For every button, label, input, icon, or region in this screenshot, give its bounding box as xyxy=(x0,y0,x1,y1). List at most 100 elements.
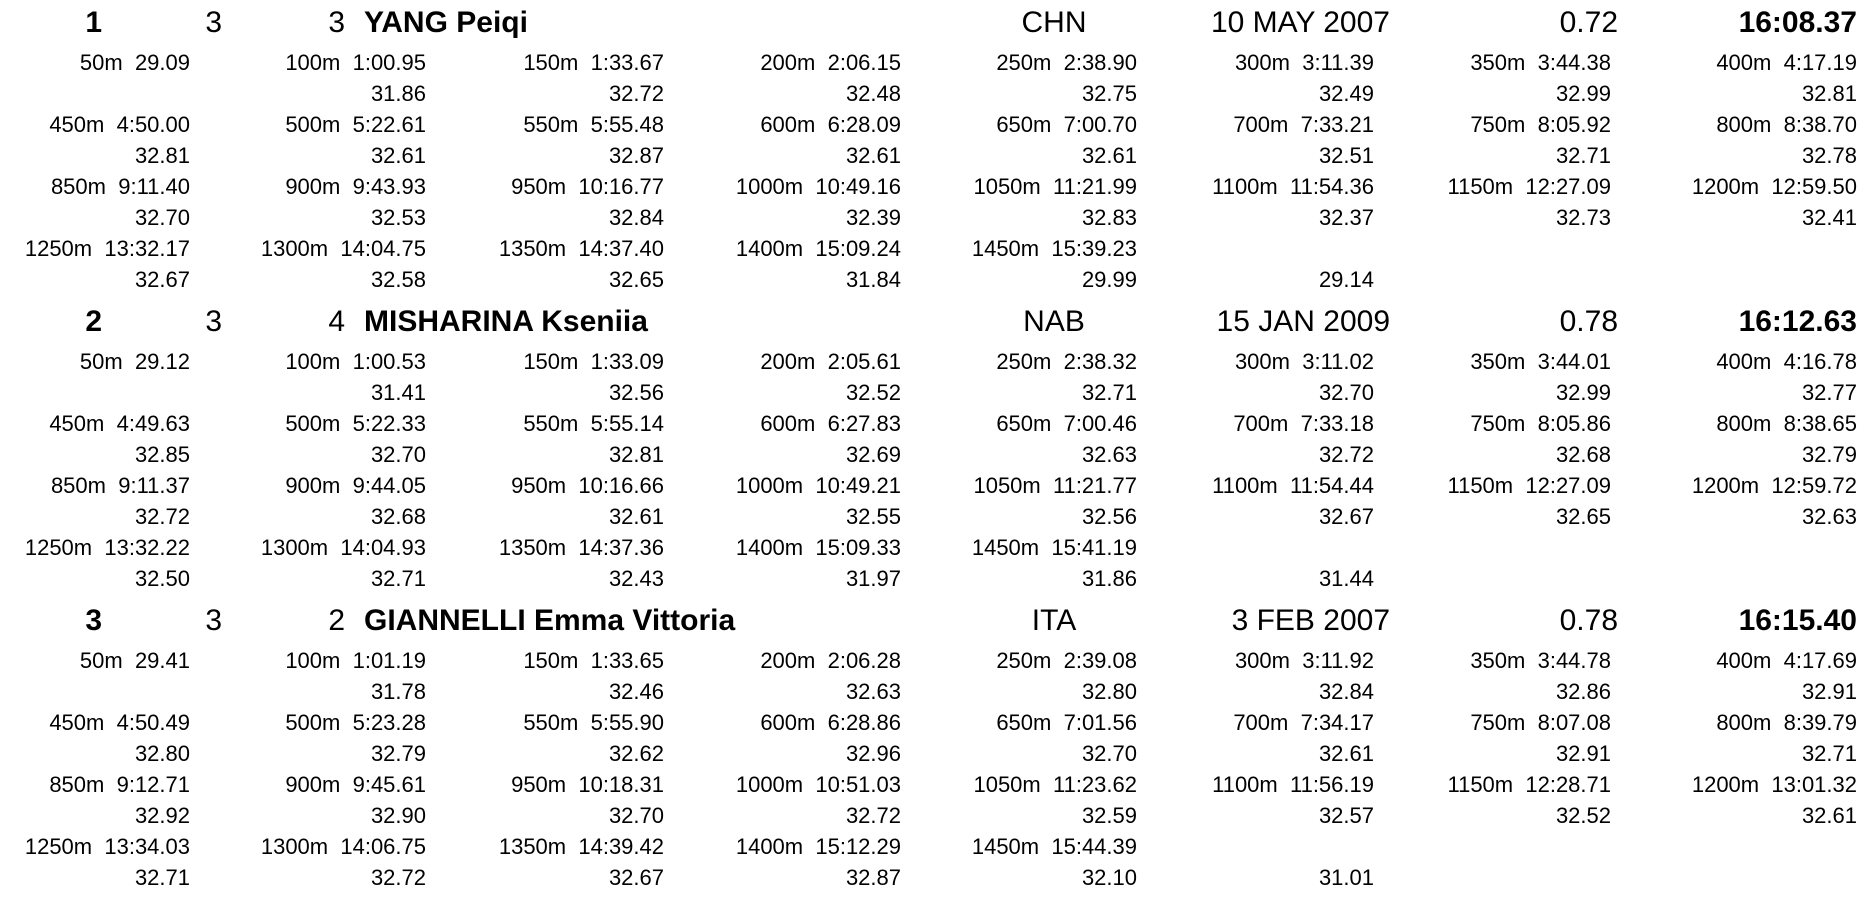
split-time: 2:39.08 xyxy=(1063,648,1137,673)
split-distance: 1450m xyxy=(971,535,1040,560)
split-cell: 700m 7:33.18 xyxy=(1233,408,1374,439)
split-time: 13:01.32 xyxy=(1771,772,1857,797)
split-distance: 750m xyxy=(1470,710,1526,735)
lap-time: 32.79 xyxy=(1801,442,1857,467)
split-time: 1:33.09 xyxy=(590,349,664,374)
reaction-time: 0.72 xyxy=(1559,6,1618,39)
lap-time: 32.87 xyxy=(608,143,664,168)
lap-time: 32.67 xyxy=(608,865,664,890)
lap-time: 29.14 xyxy=(1318,267,1374,292)
split-cell: 1350m 14:37.36 xyxy=(499,532,664,563)
split-distance: 300m xyxy=(1234,50,1290,75)
lap-row: 32.67 32.58 32.65 31.84 29.99 29.14 xyxy=(0,264,1874,295)
split-time: 9:45.61 xyxy=(352,772,426,797)
lap-time: 32.56 xyxy=(1081,504,1137,529)
split-time: 2:06.28 xyxy=(827,648,901,673)
split-distance: 950m xyxy=(511,174,567,199)
split-row: 1250m 13:32.17 1300m 14:04.75 1350m 14:37.… xyxy=(0,233,1874,264)
split-distance: 600m xyxy=(760,112,816,137)
birth-date: 15 JAN 2009 xyxy=(1216,305,1390,338)
split-time: 12:27.09 xyxy=(1525,174,1611,199)
split-cell: 1250m 13:34.03 xyxy=(25,831,190,862)
split-distance: 600m xyxy=(760,710,816,735)
reaction-time: 0.78 xyxy=(1559,305,1618,338)
split-time: 1:33.67 xyxy=(590,50,664,75)
split-row: 850m 9:12.71 900m 9:45.61 950m 10:18.31 100… xyxy=(0,769,1874,800)
athlete-name: GIANNELLI Emma Vittoria xyxy=(364,604,736,637)
lap-row: 31.86 32.72 32.48 32.75 32.49 32.99 32.81 xyxy=(0,78,1874,109)
split-distance: 1200m xyxy=(1691,473,1760,498)
split-cell: 700m 7:33.21 xyxy=(1233,109,1374,140)
split-cell: 900m 9:44.05 xyxy=(285,470,426,501)
split-cell: 750m 8:05.92 xyxy=(1470,109,1611,140)
split-cell: 450m 4:49.63 xyxy=(49,408,190,439)
split-time: 7:34.17 xyxy=(1300,710,1374,735)
split-distance: 1050m xyxy=(973,473,1041,498)
split-time: 14:37.36 xyxy=(578,535,664,560)
split-cell: 100m 1:01.19 xyxy=(285,645,426,676)
birth-date: 10 MAY 2007 xyxy=(1210,6,1390,39)
lap-time: 31.01 xyxy=(1318,865,1374,890)
split-cell: 650m 7:00.46 xyxy=(996,408,1137,439)
lap-time: 32.53 xyxy=(370,205,426,230)
lap-time: 32.80 xyxy=(1081,679,1137,704)
split-cell: 600m 6:27.83 xyxy=(760,408,901,439)
split-distance: 1200m xyxy=(1691,772,1760,797)
split-cell: 1450m 15:41.19 xyxy=(972,532,1137,563)
split-cell: 50m 29.09 xyxy=(80,47,190,78)
split-cell: 1350m 14:37.40 xyxy=(499,233,664,264)
split-distance: 350m xyxy=(1470,349,1526,374)
split-cell: 1350m 14:39.42 xyxy=(499,831,664,862)
split-cell: 1150m 12:28.71 xyxy=(1447,769,1611,800)
split-time: 12:27.09 xyxy=(1525,473,1611,498)
split-cell: 550m 5:55.48 xyxy=(523,109,664,140)
split-row: 450m 4:49.63 500m 5:22.33 550m 5:55.14 600m… xyxy=(0,408,1874,439)
split-distance: 300m xyxy=(1234,349,1290,374)
lap-time: 32.99 xyxy=(1555,380,1611,405)
lap-time: 32.48 xyxy=(845,81,901,106)
split-cell: 600m 6:28.86 xyxy=(760,707,901,738)
split-cell: 1000m 10:51.03 xyxy=(736,769,901,800)
split-time: 14:37.40 xyxy=(578,236,664,261)
split-time: 29.09 xyxy=(134,50,190,75)
split-time: 2:05.61 xyxy=(827,349,901,374)
lap-time: 32.68 xyxy=(370,504,426,529)
rank: 3 xyxy=(85,604,102,637)
split-cell: 650m 7:00.70 xyxy=(996,109,1137,140)
split-time: 8:07.08 xyxy=(1537,710,1611,735)
lap-time: 32.81 xyxy=(134,143,190,168)
split-cell: 400m 4:16.78 xyxy=(1716,346,1857,377)
athlete-name: YANG Peiqi xyxy=(364,6,528,39)
split-distance: 300m xyxy=(1234,648,1290,673)
split-row: 1250m 13:32.22 1300m 14:04.93 1350m 14:37.… xyxy=(0,532,1874,563)
lap-time: 32.83 xyxy=(1081,205,1137,230)
split-cell: 200m 2:06.15 xyxy=(760,47,901,78)
split-cell: 1150m 12:27.09 xyxy=(1447,470,1611,501)
split-cell: 750m 8:05.86 xyxy=(1470,408,1611,439)
lap-time: 32.65 xyxy=(1555,504,1611,529)
lap-time: 32.78 xyxy=(1801,143,1857,168)
split-time: 15:44.39 xyxy=(1051,834,1137,859)
split-row: 50m 29.41 100m 1:01.19 150m 1:33.65 200m 2:… xyxy=(0,645,1874,676)
lap-time: 32.70 xyxy=(1318,380,1374,405)
split-time: 2:38.90 xyxy=(1063,50,1137,75)
split-cell: 550m 5:55.14 xyxy=(523,408,664,439)
split-time: 13:32.22 xyxy=(104,535,190,560)
split-cell: 500m 5:23.28 xyxy=(285,707,426,738)
lap-time: 32.61 xyxy=(370,143,426,168)
split-time: 5:23.28 xyxy=(352,710,426,735)
split-distance: 750m xyxy=(1470,112,1526,137)
split-time: 8:39.79 xyxy=(1783,710,1857,735)
rank: 2 xyxy=(85,305,102,338)
split-distance: 800m xyxy=(1716,710,1772,735)
split-distance: 1100m xyxy=(1212,772,1278,797)
split-cell: 900m 9:43.93 xyxy=(285,171,426,202)
split-cell: 1200m 12:59.50 xyxy=(1692,171,1857,202)
split-distance: 1000m xyxy=(735,772,804,797)
split-cell: 50m 29.12 xyxy=(80,346,190,377)
split-time: 8:38.65 xyxy=(1783,411,1857,436)
split-cell: 250m 2:38.32 xyxy=(996,346,1137,377)
split-distance: 1350m xyxy=(498,535,567,560)
split-distance: 50m xyxy=(79,648,123,673)
split-time: 5:55.14 xyxy=(590,411,664,436)
